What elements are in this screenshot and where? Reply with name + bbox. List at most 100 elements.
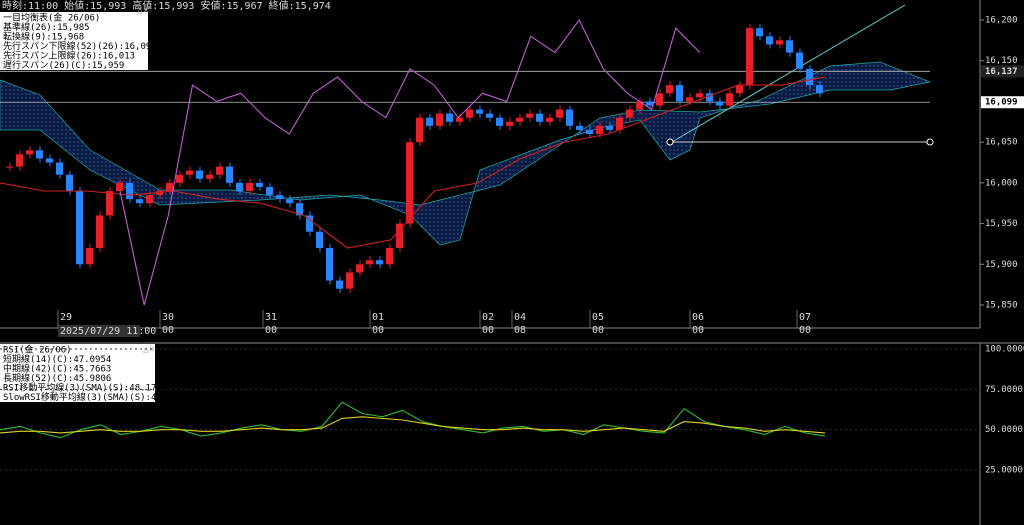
candle-body bbox=[626, 109, 633, 118]
x-tick-label: 07 bbox=[799, 312, 811, 323]
candle-body bbox=[26, 150, 33, 155]
legend-entry: 一目均衡表(金 26/06) bbox=[3, 12, 100, 24]
candle-body bbox=[306, 215, 313, 232]
candle-body bbox=[186, 170, 193, 175]
cursor-time-box bbox=[58, 325, 140, 337]
x-tick-label: 01 bbox=[372, 312, 384, 323]
legend-entry: 基準線(26):15,985 bbox=[3, 21, 90, 33]
candle-body bbox=[526, 113, 533, 118]
candle-body bbox=[596, 125, 603, 134]
candle-body bbox=[6, 166, 13, 168]
candle-body bbox=[46, 158, 53, 163]
legend-entry: 長期線(52)(C):45.9806 bbox=[3, 372, 111, 384]
x-tick-label: 29 bbox=[60, 312, 72, 323]
x-tick-label: 02 bbox=[482, 312, 494, 323]
candle-body bbox=[716, 101, 723, 106]
candle-body bbox=[356, 264, 363, 273]
candle-body bbox=[286, 199, 293, 204]
candle-body bbox=[436, 113, 443, 126]
chikou-line bbox=[119, 18, 701, 306]
legend-box bbox=[0, 12, 148, 70]
candle-body bbox=[736, 85, 743, 94]
y-tick-label: 16,050 bbox=[985, 138, 1018, 148]
line-handle[interactable] bbox=[926, 138, 934, 146]
candle-body bbox=[56, 162, 63, 175]
candle-body bbox=[496, 117, 503, 126]
y-tick-label: 25.0000 bbox=[985, 466, 1023, 476]
line-handle[interactable] bbox=[666, 138, 674, 146]
header-info: 時刻:11:00 始値:15,993 高値:15,993 安値:15,967 終… bbox=[2, 0, 331, 12]
candle-body bbox=[446, 113, 453, 122]
candle-body bbox=[766, 36, 773, 45]
x-tick-label: 08 bbox=[514, 325, 526, 336]
candle-body bbox=[326, 248, 333, 281]
candle-body bbox=[146, 195, 153, 204]
candle-body bbox=[86, 248, 93, 265]
candle-body bbox=[376, 260, 383, 265]
close-button[interactable]: △✕ bbox=[143, 344, 155, 355]
cursor-time: 2025/07/29 11:00 bbox=[60, 326, 156, 337]
candle-body bbox=[256, 182, 263, 187]
candle-body bbox=[226, 166, 233, 183]
candle-body bbox=[726, 93, 733, 106]
plot bbox=[0, 18, 930, 306]
candle-body bbox=[566, 109, 573, 126]
candle-body bbox=[476, 109, 483, 114]
y-tick-label: 50.0000 bbox=[985, 425, 1023, 435]
candle-body bbox=[176, 174, 183, 183]
y-tick-label: 75.0000 bbox=[985, 385, 1023, 395]
candle-body bbox=[266, 186, 273, 196]
candle-body bbox=[616, 117, 623, 130]
x-tick-label: 30 bbox=[162, 312, 174, 323]
y-tick-label: 15,950 bbox=[985, 219, 1018, 229]
y-tick-label: 16,000 bbox=[985, 178, 1018, 188]
candle-body bbox=[106, 191, 113, 216]
candle-body bbox=[796, 52, 803, 69]
candle-body bbox=[506, 121, 513, 126]
legend-entry: RSI移動平均線(3)(SMA)(S):48.1740 bbox=[3, 382, 167, 394]
candle-body bbox=[276, 195, 283, 200]
price-tag bbox=[981, 65, 1024, 78]
candle-body bbox=[416, 117, 423, 143]
candle-body bbox=[666, 85, 673, 94]
candle-body bbox=[806, 68, 813, 86]
y-tick-label: 15,900 bbox=[985, 260, 1018, 270]
candle-body bbox=[636, 101, 643, 110]
candle-body bbox=[486, 113, 493, 118]
x-tick-label: 00 bbox=[482, 325, 494, 336]
x-tick-label: 31 bbox=[265, 312, 277, 323]
candle-body bbox=[36, 150, 43, 159]
kijun-line bbox=[0, 76, 826, 249]
candle-body bbox=[206, 174, 213, 179]
y-tick-label: 16,150 bbox=[985, 56, 1018, 66]
trend-line[interactable] bbox=[671, 4, 906, 143]
y-tick-label: 16,200 bbox=[985, 16, 1018, 26]
candle-body bbox=[66, 174, 73, 191]
candle-body bbox=[96, 215, 103, 248]
x-tick-label: 00 bbox=[799, 325, 811, 336]
candle-body bbox=[426, 117, 433, 126]
candle-body bbox=[76, 191, 83, 265]
candle-body bbox=[366, 260, 373, 265]
x-tick-label: 06 bbox=[692, 312, 704, 323]
price-tag-label: 16,137 bbox=[985, 67, 1018, 77]
candle-body bbox=[466, 109, 473, 118]
candle-body bbox=[346, 272, 353, 289]
close-button[interactable]: △✕ bbox=[137, 5, 149, 16]
candle-body bbox=[16, 154, 23, 167]
candle-body bbox=[406, 142, 413, 224]
candle-body bbox=[156, 191, 163, 196]
candle-body bbox=[296, 203, 303, 216]
candle-body bbox=[686, 97, 693, 102]
candle-body bbox=[706, 93, 713, 102]
legend-entry: 中期線(42)(C):45.7663 bbox=[3, 363, 111, 375]
candle-body bbox=[556, 109, 563, 118]
candle-body bbox=[216, 166, 223, 175]
candle-body bbox=[536, 113, 543, 122]
candle-body bbox=[396, 223, 403, 248]
x-tick-label: 00 bbox=[162, 325, 174, 336]
candle-body bbox=[576, 125, 583, 130]
x-tick-label: 04 bbox=[514, 312, 526, 323]
x-tick-label: 00 bbox=[265, 325, 277, 336]
